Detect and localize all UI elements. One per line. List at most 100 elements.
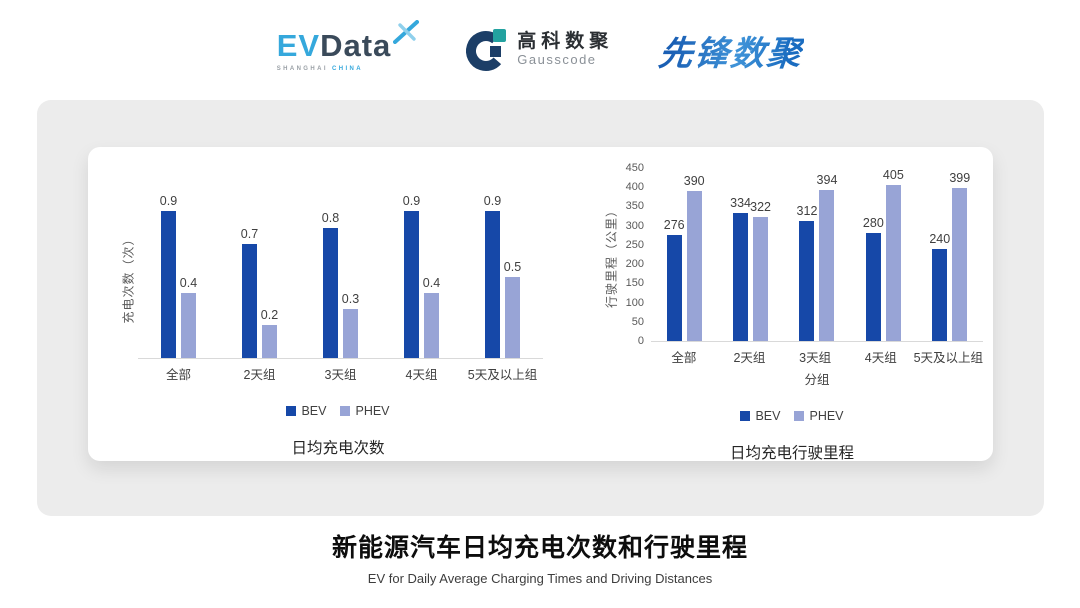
pioneer-logo: 先锋数聚 (657, 26, 806, 75)
bar-phev: 0.2 (261, 308, 278, 358)
bar-group: 280 405 (863, 168, 904, 341)
evdata-logo-ev-text: EV (276, 28, 321, 63)
data-label: 0.4 (422, 275, 441, 290)
legend-label: PHEV (355, 404, 390, 418)
gausscode-g-icon (466, 29, 507, 71)
legend-swatch-icon (740, 411, 751, 421)
y-tick-label: 300 (625, 219, 644, 232)
category-label: 3天组 (799, 351, 832, 365)
data-label: 0.9 (483, 194, 502, 209)
data-label: 0.4 (179, 275, 198, 290)
bar-bev: 312 (797, 204, 817, 341)
data-label: 0.2 (260, 308, 279, 323)
header: EV Data SHANGHAI CHINA 高科数聚 Gausscode 先锋数… (0, 0, 1080, 100)
category-label: 4天组 (405, 368, 438, 382)
bar-phev: 399 (949, 171, 970, 341)
data-label: 0.5 (503, 259, 522, 274)
chart-title: 日均充电次数 (291, 440, 385, 457)
data-label: 322 (750, 200, 772, 215)
bar-group: 0.7 0.2 (241, 227, 278, 358)
legend-swatch-icon (340, 406, 351, 416)
x-axis-categories: 全部 2天组 3天组 4天组 5天及以上组 (138, 364, 543, 383)
gausscode-logo-cn-text: 高科数聚 (517, 31, 614, 53)
data-label: 399 (949, 170, 971, 185)
data-label: 240 (929, 231, 951, 246)
y-tick-label: 0 (637, 335, 644, 347)
data-label: 0.7 (240, 226, 259, 241)
y-tick-label: 200 (625, 258, 644, 271)
data-label: 0.9 (159, 194, 178, 209)
legend-label: BEV (301, 404, 327, 418)
bar-phev: 0.4 (180, 276, 197, 358)
data-label: 276 (663, 217, 685, 232)
evdata-logo-data-text: Data (320, 28, 392, 63)
page-subtitle: EV for Daily Average Charging Times and … (367, 571, 713, 586)
bar-bev: 334 (730, 196, 751, 341)
legend-swatch-icon (286, 406, 297, 416)
category-label: 3天组 (324, 368, 357, 382)
page-title: 新能源汽车日均充电次数和行驶里程 (331, 534, 748, 562)
bar-group: 276 390 (664, 174, 705, 341)
x-axis-label: 分组 (804, 373, 830, 387)
legend-item-bev: BEV (286, 404, 326, 418)
evdata-logo: EV Data SHANGHAI CHINA (276, 20, 420, 72)
bar-phev: 394 (817, 173, 837, 341)
y-axis-label: 行驶里程（公里） (604, 203, 619, 308)
data-label: 390 (683, 174, 705, 189)
bar-group: 0.8 0.3 (322, 211, 359, 358)
charts-card: 充电次数（次） 0.9 0.4 0.7 0.2 0.8 0.3 0.9 0.4 0.9 0.5 全… (88, 147, 993, 463)
legend-label: PHEV (809, 409, 844, 423)
y-axis-ticks: 0 50 100 150 200 250 300 350 400 450 (621, 163, 651, 347)
bar-bev: 280 (863, 216, 884, 341)
bar-group: 240 399 (929, 171, 970, 341)
data-label: 280 (862, 216, 884, 231)
y-tick-label: 350 (625, 200, 644, 213)
category-label: 2天组 (243, 368, 276, 382)
bar-phev: 390 (684, 174, 705, 341)
legend-item-phev: PHEV (340, 404, 390, 418)
bar-phev: 0.5 (504, 260, 521, 358)
data-label: 394 (816, 172, 838, 187)
bar-phev: 0.4 (423, 276, 440, 358)
chart-daily-charging-times: 充电次数（次） 0.9 0.4 0.7 0.2 0.8 0.3 0.9 0.4 0.9 0.5 全… (118, 147, 558, 461)
legend-item-phev: PHEV (794, 409, 844, 423)
content-panel: 充电次数（次） 0.9 0.4 0.7 0.2 0.8 0.3 0.9 0.4 0.9 0.5 全… (37, 100, 1044, 516)
legend-label: BEV (755, 409, 781, 423)
bar-phev: 322 (750, 200, 771, 341)
y-tick-label: 100 (625, 296, 644, 309)
y-tick-label: 450 (625, 162, 644, 174)
data-label: 0.9 (402, 194, 421, 209)
bar-bev: 0.9 (160, 194, 177, 358)
y-axis-label: 充电次数（次） (121, 231, 136, 324)
category-label: 4天组 (864, 351, 897, 365)
y-tick-label: 150 (625, 277, 644, 290)
chart-legend: BEV PHEV (118, 404, 558, 418)
chart-daily-driving-distance: 行驶里程（公里） 0 50 100 150 200 250 300 350 400 450 276… (601, 147, 984, 463)
data-label: 405 (882, 168, 904, 183)
footer: 新能源汽车日均充电次数和行驶里程 EV for Daily Average Ch… (0, 528, 1080, 586)
category-label: 全部 (165, 368, 191, 382)
category-label: 全部 (671, 351, 697, 365)
evdata-logo-subtext: SHANGHAI CHINA (276, 66, 363, 72)
bar-group: 312 394 (797, 173, 837, 341)
data-label: 312 (796, 204, 818, 219)
legend-item-bev: BEV (740, 409, 780, 423)
chart-legend: BEV PHEV (601, 409, 983, 423)
y-tick-label: 400 (625, 181, 644, 194)
chart-title: 日均充电行驶里程 (729, 445, 854, 462)
bar-phev: 0.3 (342, 292, 359, 358)
category-label: 5天及以上组 (913, 351, 984, 365)
x-axis-categories: 全部 2天组 3天组 4天组 5天及以上组 (651, 347, 983, 366)
bar-bev: 276 (664, 218, 685, 341)
bar-group: 334 322 (730, 196, 771, 341)
bar-group: 0.9 0.4 (403, 194, 440, 358)
y-tick-label: 250 (625, 238, 644, 251)
data-label: 334 (730, 195, 752, 210)
plot-area: 276 390 334 322 312 394 280 405 240 399 (651, 168, 983, 342)
data-label: 0.3 (341, 292, 360, 307)
bar-bev: 0.8 (322, 211, 339, 358)
data-label: 0.8 (321, 210, 340, 225)
bar-bev: 0.9 (403, 194, 420, 358)
y-tick-label: 50 (631, 315, 644, 328)
plot-area: 0.9 0.4 0.7 0.2 0.8 0.3 0.9 0.4 0.9 0.5 (138, 194, 543, 359)
